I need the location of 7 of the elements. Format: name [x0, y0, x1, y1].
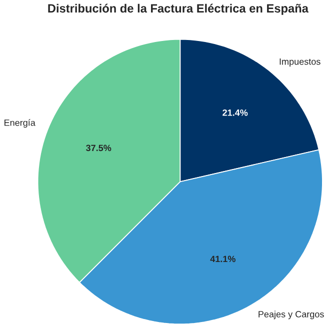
slice-label: Energía [4, 119, 36, 128]
slice-label: Peajes y Cargos [258, 310, 324, 320]
chart-title: Distribución de la Factura Eléctrica en España [48, 4, 309, 16]
data-label: 37.5% [86, 144, 112, 152]
data-label: 21.4% [222, 110, 248, 116]
slice-label: Impuestos [280, 58, 320, 67]
data-label: 41.1% [210, 256, 236, 262]
